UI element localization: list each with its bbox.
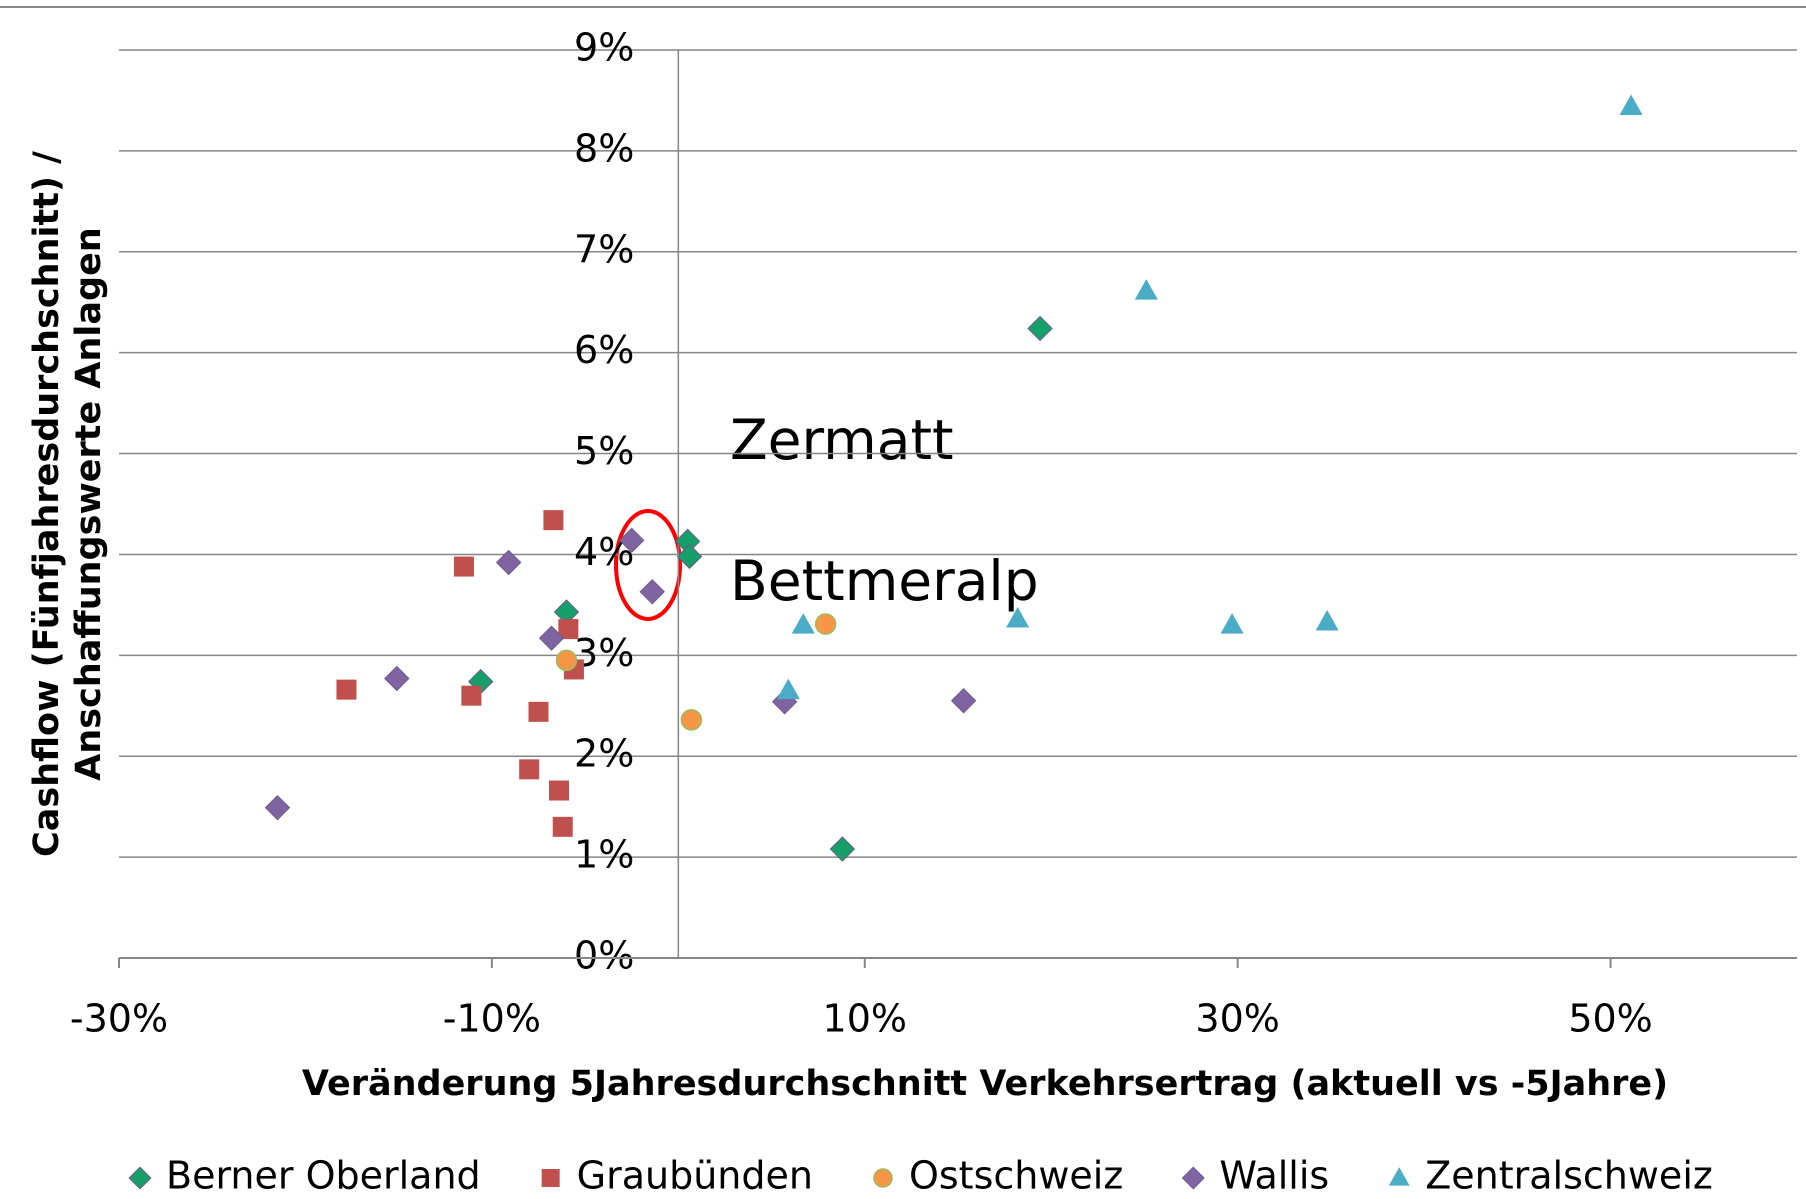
x-axis-title: Veränderung 5Jahresdurchschnitt Verkehrs… <box>302 1064 1668 1104</box>
point <box>549 780 570 801</box>
point <box>543 510 564 531</box>
legend-marker <box>1181 1166 1205 1190</box>
y-axis-title: Cashflow (Fünfjahresdurchschnitt) / Ansc… <box>27 151 109 857</box>
point <box>558 619 579 640</box>
point <box>639 579 665 605</box>
legend-label: Wallis <box>1219 1154 1329 1198</box>
y-axis-title-line: Anschaffungswerte Anlagen <box>69 227 109 781</box>
annotation: Bettmeralp <box>730 549 1039 613</box>
point <box>1134 279 1158 300</box>
point <box>555 649 578 672</box>
x-tick-label: -30% <box>70 997 168 1041</box>
point <box>1027 315 1053 342</box>
legend-marker <box>873 1168 893 1188</box>
point <box>538 625 565 651</box>
point <box>791 613 815 634</box>
x-tick-label: -10% <box>443 997 541 1041</box>
y-tick-label: 1% <box>574 833 634 877</box>
y-tick-label: 8% <box>574 126 634 170</box>
y-axis-title-line: Cashflow (Fünfjahresdurchschnitt) / <box>27 151 67 857</box>
point <box>950 688 977 714</box>
y-tick-label: 7% <box>574 227 634 271</box>
point <box>519 759 540 780</box>
legend-marker <box>128 1166 152 1190</box>
point <box>1619 94 1643 115</box>
legend-label: Berner Oberland <box>166 1154 481 1198</box>
point <box>680 709 703 731</box>
legend-marker <box>541 1169 560 1187</box>
point <box>495 549 522 576</box>
point <box>384 665 410 692</box>
y-tick-label: 3% <box>574 631 634 675</box>
point <box>829 836 856 862</box>
point <box>552 816 573 837</box>
point <box>619 527 645 554</box>
highlight-ellipse <box>614 509 682 621</box>
point <box>776 678 800 700</box>
point <box>814 613 837 635</box>
y-tick-label: 9% <box>574 26 634 70</box>
y-tick-label: 6% <box>574 328 634 372</box>
point <box>528 701 549 722</box>
x-tick-label: 10% <box>823 997 907 1041</box>
legend-marker <box>1388 1167 1410 1186</box>
point <box>336 679 357 700</box>
annotation: Zermatt <box>730 408 954 472</box>
point <box>453 556 474 577</box>
point <box>676 543 703 570</box>
y-tick-label: 5% <box>574 429 634 473</box>
legend-label: Ostschweiz <box>909 1154 1123 1198</box>
point <box>461 685 482 706</box>
y-tick-label: 2% <box>574 732 634 776</box>
legend-label: Zentralschweiz <box>1425 1154 1713 1198</box>
y-tick-label: 0% <box>574 934 634 978</box>
point <box>264 794 291 821</box>
x-tick-label: 50% <box>1568 997 1652 1041</box>
point <box>1006 607 1030 628</box>
point <box>1315 610 1339 631</box>
legend-label: Graubünden <box>577 1154 813 1198</box>
x-tick-label: 30% <box>1195 997 1279 1041</box>
point <box>1220 613 1244 634</box>
